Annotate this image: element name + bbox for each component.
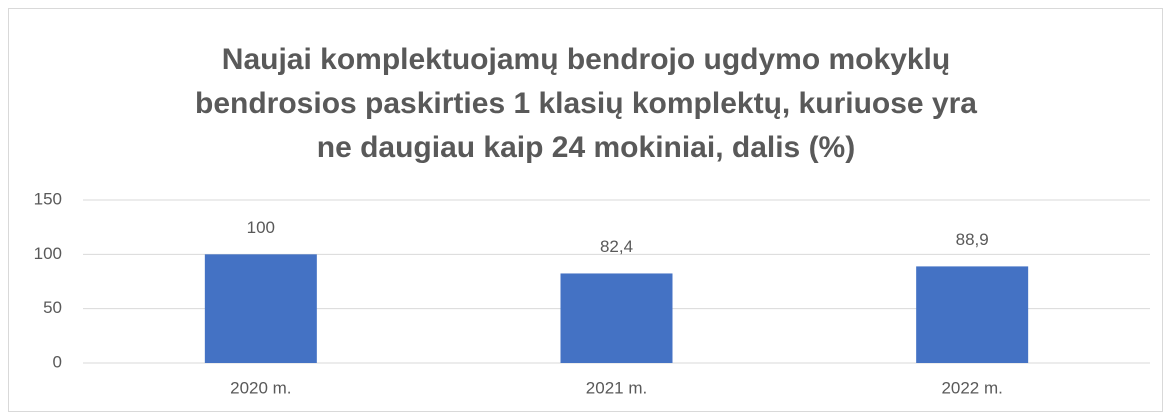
data-label: 82,4 xyxy=(600,237,633,256)
bar xyxy=(560,273,673,363)
chart-title: Naujai komplektuojamų bendrojo ugdymo mo… xyxy=(195,43,977,164)
y-tick-label: 100 xyxy=(34,244,62,263)
data-label: 100 xyxy=(247,218,275,237)
x-tick-label: 2022 m. xyxy=(941,378,1002,397)
x-tick-label: 2021 m. xyxy=(586,378,647,397)
bar xyxy=(204,254,317,363)
bar xyxy=(916,266,1029,363)
x-tick-label: 2020 m. xyxy=(230,378,291,397)
chart-frame xyxy=(8,8,1163,412)
y-tick-label: 150 xyxy=(34,189,62,208)
y-tick-label: 50 xyxy=(43,298,62,317)
y-tick-label: 0 xyxy=(53,352,62,371)
data-label: 88,9 xyxy=(956,230,989,249)
